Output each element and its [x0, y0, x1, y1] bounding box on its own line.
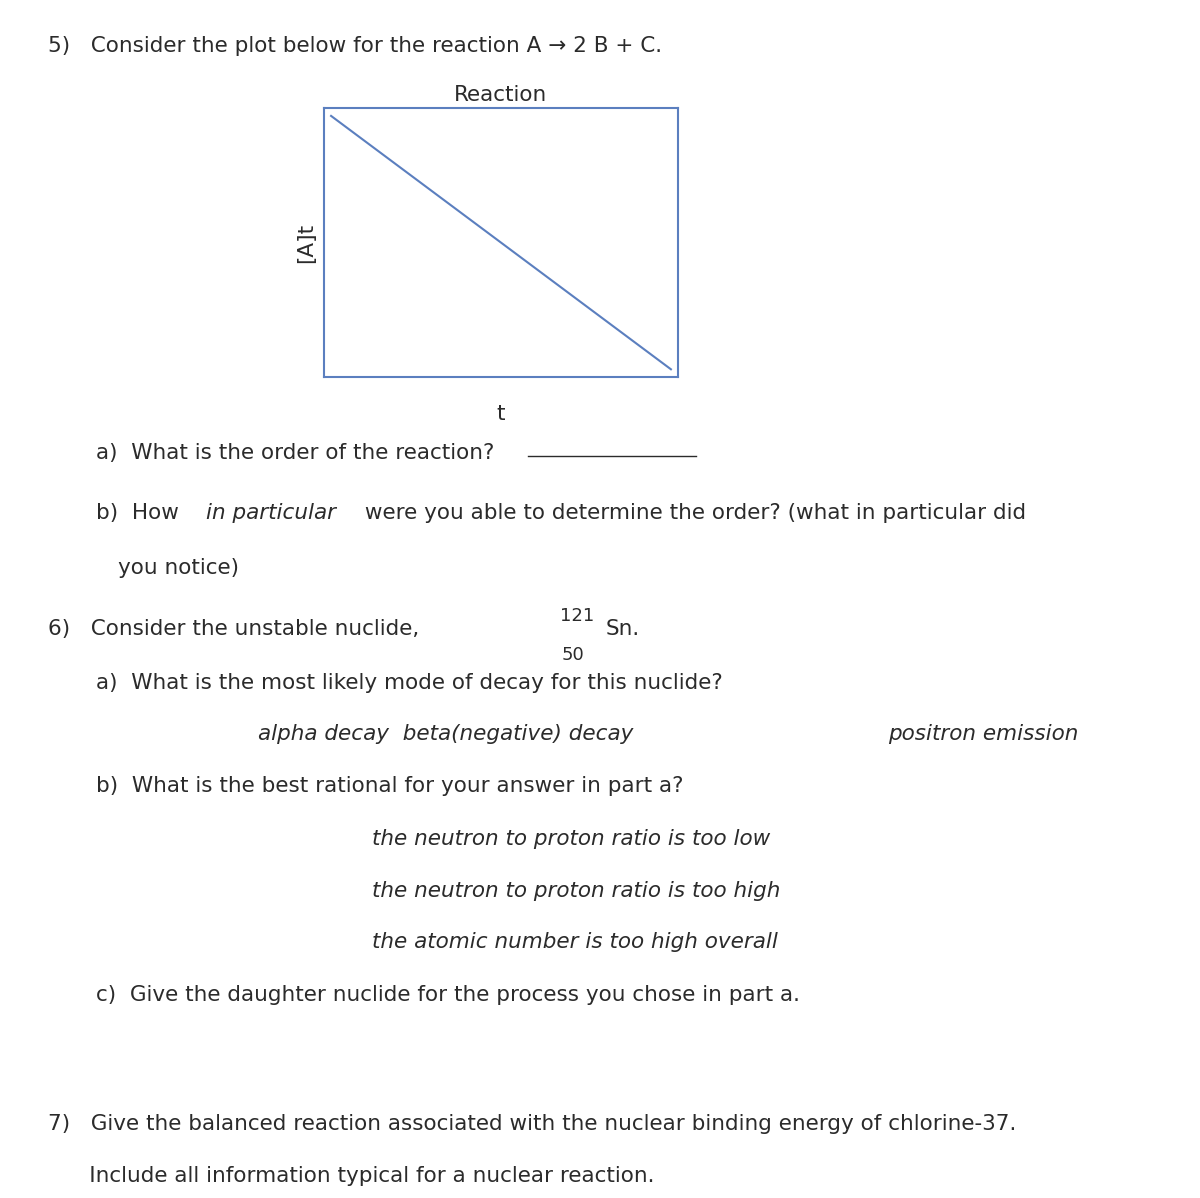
Text: alpha decay  beta(negative) decay: alpha decay beta(negative) decay	[258, 724, 634, 744]
Text: t: t	[497, 404, 505, 424]
Text: b)  What is the best rational for your answer in part a?: b) What is the best rational for your an…	[96, 776, 684, 797]
Text: in particular: in particular	[206, 503, 336, 524]
Text: you notice): you notice)	[118, 558, 239, 579]
Text: a)  What is the most likely mode of decay for this nuclide?: a) What is the most likely mode of decay…	[96, 673, 722, 694]
Title: Reaction: Reaction	[455, 85, 547, 105]
Text: were you able to determine the order? (what in particular did: were you able to determine the order? (w…	[358, 503, 1026, 524]
Text: 7)   Give the balanced reaction associated with the nuclear binding energy of ch: 7) Give the balanced reaction associated…	[48, 1114, 1016, 1135]
Text: a)  What is the order of the reaction?: a) What is the order of the reaction?	[96, 443, 494, 464]
Text: b)  How: b) How	[96, 503, 186, 524]
Text: 50: 50	[562, 646, 584, 664]
Y-axis label: [A]t: [A]t	[295, 223, 316, 262]
Text: positron emission: positron emission	[888, 724, 1079, 744]
Text: 5)   Consider the plot below for the reaction A → 2 B + C.: 5) Consider the plot below for the react…	[48, 36, 662, 56]
Text: Sn.: Sn.	[606, 619, 641, 640]
Text: 121: 121	[560, 607, 595, 625]
Text: 6)   Consider the unstable nuclide,: 6) Consider the unstable nuclide,	[48, 619, 426, 640]
Text: c)  Give the daughter nuclide for the process you chose in part a.: c) Give the daughter nuclide for the pro…	[96, 985, 800, 1005]
Text: the atomic number is too high overall: the atomic number is too high overall	[372, 932, 778, 952]
Text: Include all information typical for a nuclear reaction.: Include all information typical for a nu…	[48, 1166, 654, 1186]
Text: the neutron to proton ratio is too low: the neutron to proton ratio is too low	[372, 829, 770, 849]
Text: the neutron to proton ratio is too high: the neutron to proton ratio is too high	[372, 881, 780, 901]
